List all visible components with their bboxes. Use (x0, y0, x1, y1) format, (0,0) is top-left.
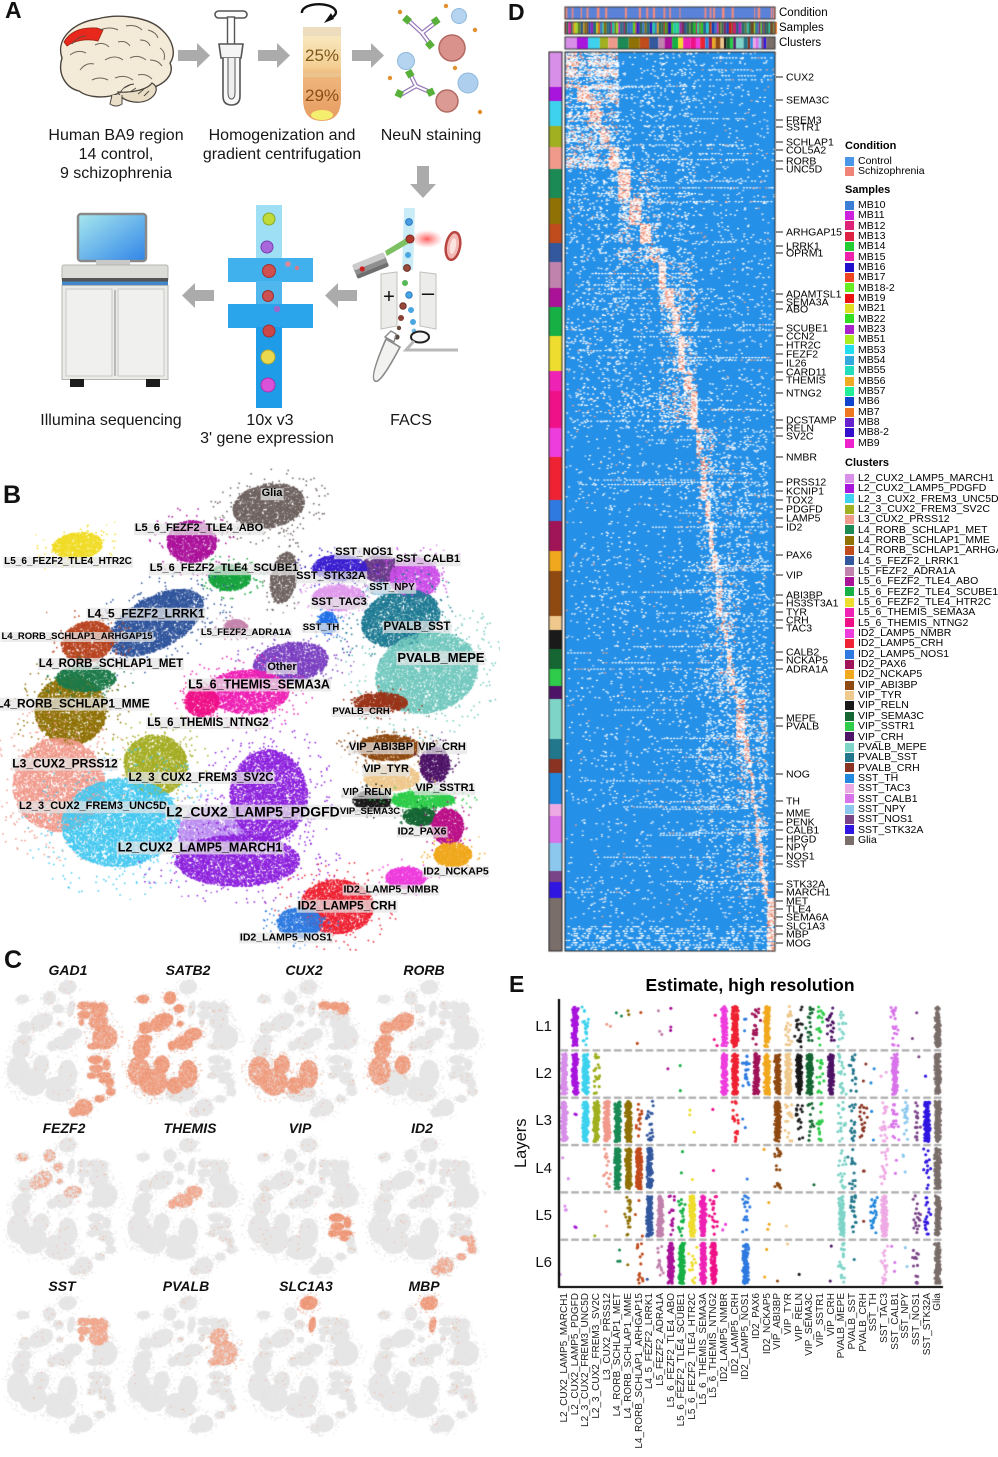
svg-text:VIP: VIP (786, 570, 803, 582)
svg-text:IL26: IL26 (786, 358, 807, 370)
svg-text:CUX2: CUX2 (786, 72, 814, 84)
svg-text:NOS1: NOS1 (786, 851, 815, 863)
svg-text:CALB1: CALB1 (786, 825, 819, 837)
svg-text:STK32A: STK32A (786, 879, 825, 891)
svg-text:LAMP5: LAMP5 (786, 513, 821, 525)
svg-text:TH: TH (786, 796, 800, 808)
svg-text:PRSS12: PRSS12 (786, 477, 826, 489)
svg-text:ABI3BP: ABI3BP (786, 590, 823, 602)
svg-text:Homogenization and: Homogenization and (209, 127, 356, 144)
svg-text:TLE4: TLE4 (786, 904, 811, 916)
svg-text:TYR: TYR (786, 607, 807, 619)
svg-text:SEMA6A: SEMA6A (786, 912, 829, 924)
svg-text:PDGFD: PDGFD (786, 504, 823, 516)
svg-text:CRH: CRH (786, 615, 809, 627)
svg-text:ID2: ID2 (786, 522, 803, 534)
svg-text:CCN2: CCN2 (786, 331, 815, 343)
svg-text:SCHLAP1: SCHLAP1 (786, 137, 834, 149)
svg-text:PAX6: PAX6 (786, 550, 812, 562)
svg-text:NCKAP5: NCKAP5 (786, 655, 828, 667)
svg-text:MOG: MOG (786, 938, 811, 950)
svg-text:NTNG2: NTNG2 (786, 388, 822, 400)
svg-text:NeuN staining: NeuN staining (381, 127, 482, 144)
svg-text:HS3ST3A1: HS3ST3A1 (786, 598, 839, 610)
svg-text:Illumina sequencing: Illumina sequencing (40, 412, 181, 429)
svg-text:HTR2C: HTR2C (786, 340, 821, 352)
svg-text:SV2C: SV2C (786, 431, 814, 443)
svg-text:ARHGAP15: ARHGAP15 (786, 227, 842, 239)
svg-text:ADAMTSL1: ADAMTSL1 (786, 289, 842, 301)
svg-text:SCUBE1: SCUBE1 (786, 323, 828, 335)
svg-text:LRRK1: LRRK1 (786, 241, 820, 253)
svg-text:ABO: ABO (786, 304, 808, 316)
svg-text:PVALB: PVALB (786, 721, 819, 733)
svg-text:HPGD: HPGD (786, 834, 817, 846)
svg-text:MME: MME (786, 808, 811, 820)
svg-text:gradient centrifugation: gradient centrifugation (203, 146, 361, 163)
svg-text:SSTR1: SSTR1 (786, 122, 820, 134)
svg-text:MET: MET (786, 896, 809, 908)
svg-text:3' gene expression: 3' gene expression (200, 430, 334, 447)
svg-text:UNC5D: UNC5D (786, 164, 823, 176)
svg-text:25%: 25% (305, 46, 339, 65)
svg-text:RELN: RELN (786, 423, 814, 435)
svg-text:PENK: PENK (786, 817, 815, 829)
svg-text:SEMA3A: SEMA3A (786, 297, 829, 309)
svg-text:DCSTAMP: DCSTAMP (786, 415, 837, 427)
svg-text:29%: 29% (305, 86, 339, 105)
svg-text:CALB2: CALB2 (786, 647, 819, 659)
svg-text:+: + (383, 286, 395, 308)
svg-text:FACS: FACS (390, 412, 432, 429)
svg-text:FREM3: FREM3 (786, 115, 822, 127)
svg-text:OPRM1: OPRM1 (786, 248, 824, 260)
svg-text:FEZF2: FEZF2 (786, 349, 818, 361)
svg-text:RORB: RORB (786, 156, 816, 168)
svg-text:SST: SST (786, 859, 807, 871)
svg-text:ADRA1A: ADRA1A (786, 664, 828, 676)
svg-text:14 control,: 14 control, (79, 146, 154, 163)
svg-text:NMBR: NMBR (786, 452, 817, 464)
svg-text:Human BA9 region: Human BA9 region (48, 127, 183, 144)
svg-text:NOG: NOG (786, 769, 810, 781)
svg-text:9 schizophrenia: 9 schizophrenia (60, 165, 172, 182)
svg-text:–: – (422, 280, 435, 305)
svg-text:KCNIP1: KCNIP1 (786, 486, 824, 498)
svg-text:SEMA3C: SEMA3C (786, 95, 830, 107)
svg-text:10x v3: 10x v3 (246, 412, 293, 429)
svg-text:COL5A2: COL5A2 (786, 145, 826, 157)
svg-text:THEMIS: THEMIS (786, 375, 826, 387)
svg-text:SLC1A3: SLC1A3 (786, 921, 825, 933)
svg-text:MARCH1: MARCH1 (786, 887, 830, 899)
svg-text:MEPE: MEPE (786, 713, 816, 725)
svg-text:MBP: MBP (786, 929, 809, 941)
svg-text:TAC3: TAC3 (786, 623, 812, 635)
svg-text:NPY: NPY (786, 842, 808, 854)
svg-text:CARD11: CARD11 (786, 367, 827, 379)
svg-text:TOX2: TOX2 (786, 495, 813, 507)
